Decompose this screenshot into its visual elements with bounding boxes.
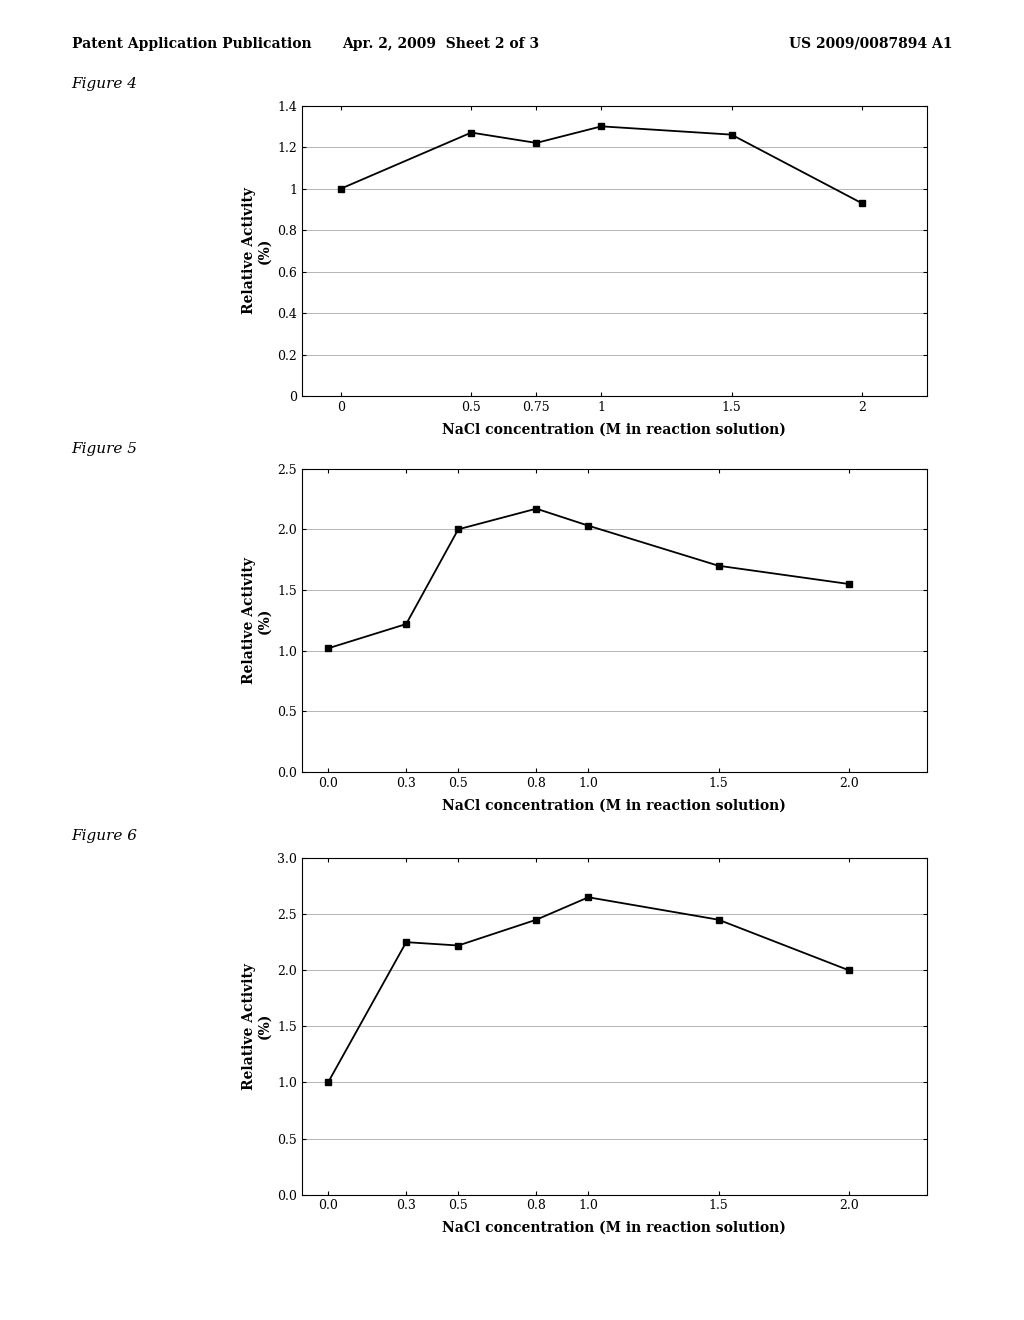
Y-axis label: Relative Activity
(%): Relative Activity (%) — [242, 187, 271, 314]
Text: Figure 5: Figure 5 — [72, 442, 137, 457]
Y-axis label: Relative Activity
(%): Relative Activity (%) — [242, 557, 271, 684]
Text: Apr. 2, 2009  Sheet 2 of 3: Apr. 2, 2009 Sheet 2 of 3 — [342, 37, 539, 51]
X-axis label: NaCl concentration (M in reaction solution): NaCl concentration (M in reaction soluti… — [442, 1221, 786, 1234]
Text: US 2009/0087894 A1: US 2009/0087894 A1 — [788, 37, 952, 51]
Y-axis label: Relative Activity
(%): Relative Activity (%) — [242, 962, 271, 1090]
Text: Patent Application Publication: Patent Application Publication — [72, 37, 311, 51]
Text: Figure 4: Figure 4 — [72, 77, 137, 91]
X-axis label: NaCl concentration (M in reaction solution): NaCl concentration (M in reaction soluti… — [442, 799, 786, 812]
X-axis label: NaCl concentration (M in reaction solution): NaCl concentration (M in reaction soluti… — [442, 422, 786, 436]
Text: Figure 6: Figure 6 — [72, 829, 137, 843]
